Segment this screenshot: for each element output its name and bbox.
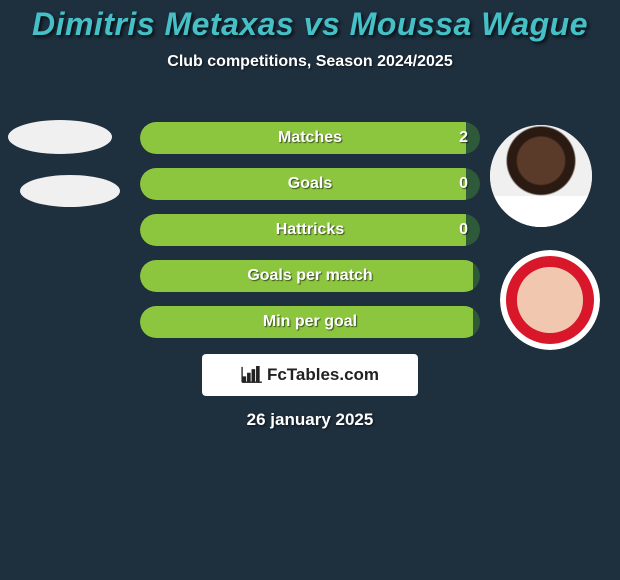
bar-label: Goals: [140, 168, 480, 200]
stat-bar-hattricks: Hattricks 0: [140, 214, 480, 246]
fctables-logo: FcTables.com: [202, 354, 418, 396]
page-title: Dimitris Metaxas vs Moussa Wague: [0, 0, 620, 43]
club-badge-icon: [500, 250, 600, 350]
bar-label: Hattricks: [140, 214, 480, 246]
stat-bar-goals-per-match: Goals per match: [140, 260, 480, 292]
player-left-avatar-placeholder: [8, 120, 112, 154]
stat-bar-min-per-goal: Min per goal: [140, 306, 480, 338]
club-badge-inner-icon: [517, 267, 582, 332]
team-left-badge-placeholder: [20, 175, 120, 207]
comparison-infographic: Dimitris Metaxas vs Moussa Wague Club co…: [0, 0, 620, 580]
bar-label: Min per goal: [140, 306, 480, 338]
bar-value: 2: [459, 122, 468, 154]
logo-text: FcTables.com: [267, 365, 379, 385]
bar-value: 0: [459, 214, 468, 246]
player-face-icon: [490, 125, 592, 227]
stat-bar-goals: Goals 0: [140, 168, 480, 200]
bar-value: 0: [459, 168, 468, 200]
bar-label: Goals per match: [140, 260, 480, 292]
page-subtitle: Club competitions, Season 2024/2025: [0, 53, 620, 71]
stat-bar-matches: Matches 2: [140, 122, 480, 154]
snapshot-date: 26 january 2025: [0, 410, 620, 430]
stat-bars: Matches 2 Goals 0 Hattricks 0 Goals per …: [140, 122, 480, 352]
bar-chart-icon: [241, 366, 263, 384]
team-right-badge: [500, 250, 600, 350]
player-right-avatar: [490, 125, 592, 227]
bar-label: Matches: [140, 122, 480, 154]
